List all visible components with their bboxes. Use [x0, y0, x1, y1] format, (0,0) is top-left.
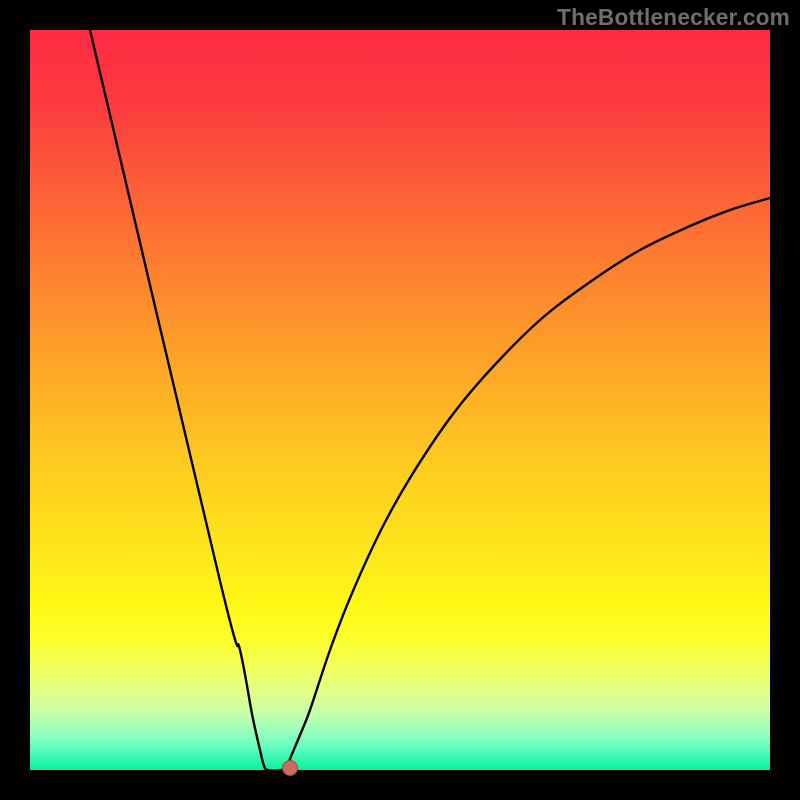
- watermark-text: TheBottlenecker.com: [557, 4, 790, 31]
- bottleneck-curve: [30, 30, 770, 770]
- chart-frame: TheBottlenecker.com: [0, 0, 800, 800]
- optimum-marker: [282, 760, 298, 776]
- curve-path: [90, 30, 770, 770]
- plot-area: [30, 30, 770, 770]
